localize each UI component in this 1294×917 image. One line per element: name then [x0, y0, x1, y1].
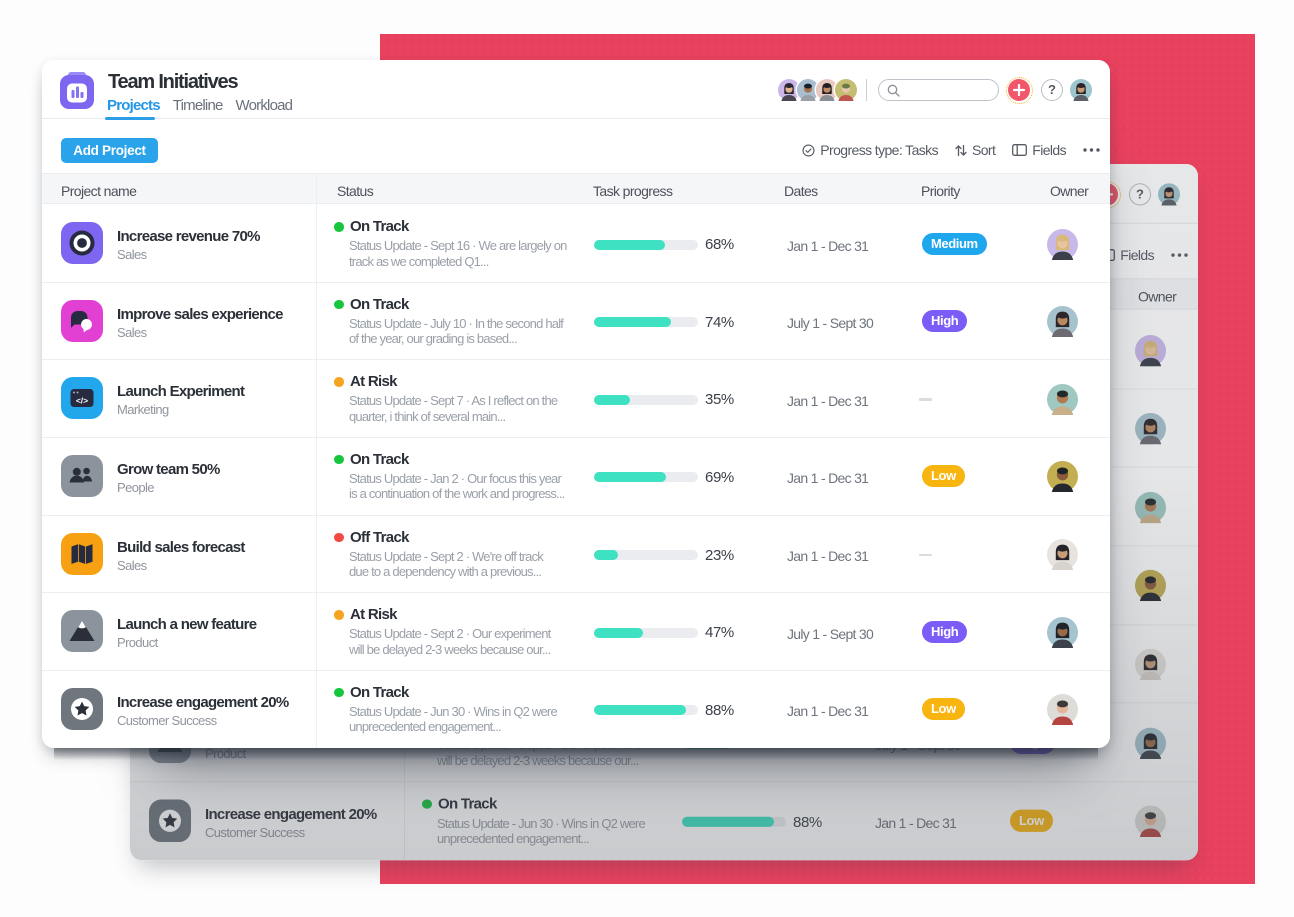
svg-text:</>: </>: [76, 396, 88, 406]
